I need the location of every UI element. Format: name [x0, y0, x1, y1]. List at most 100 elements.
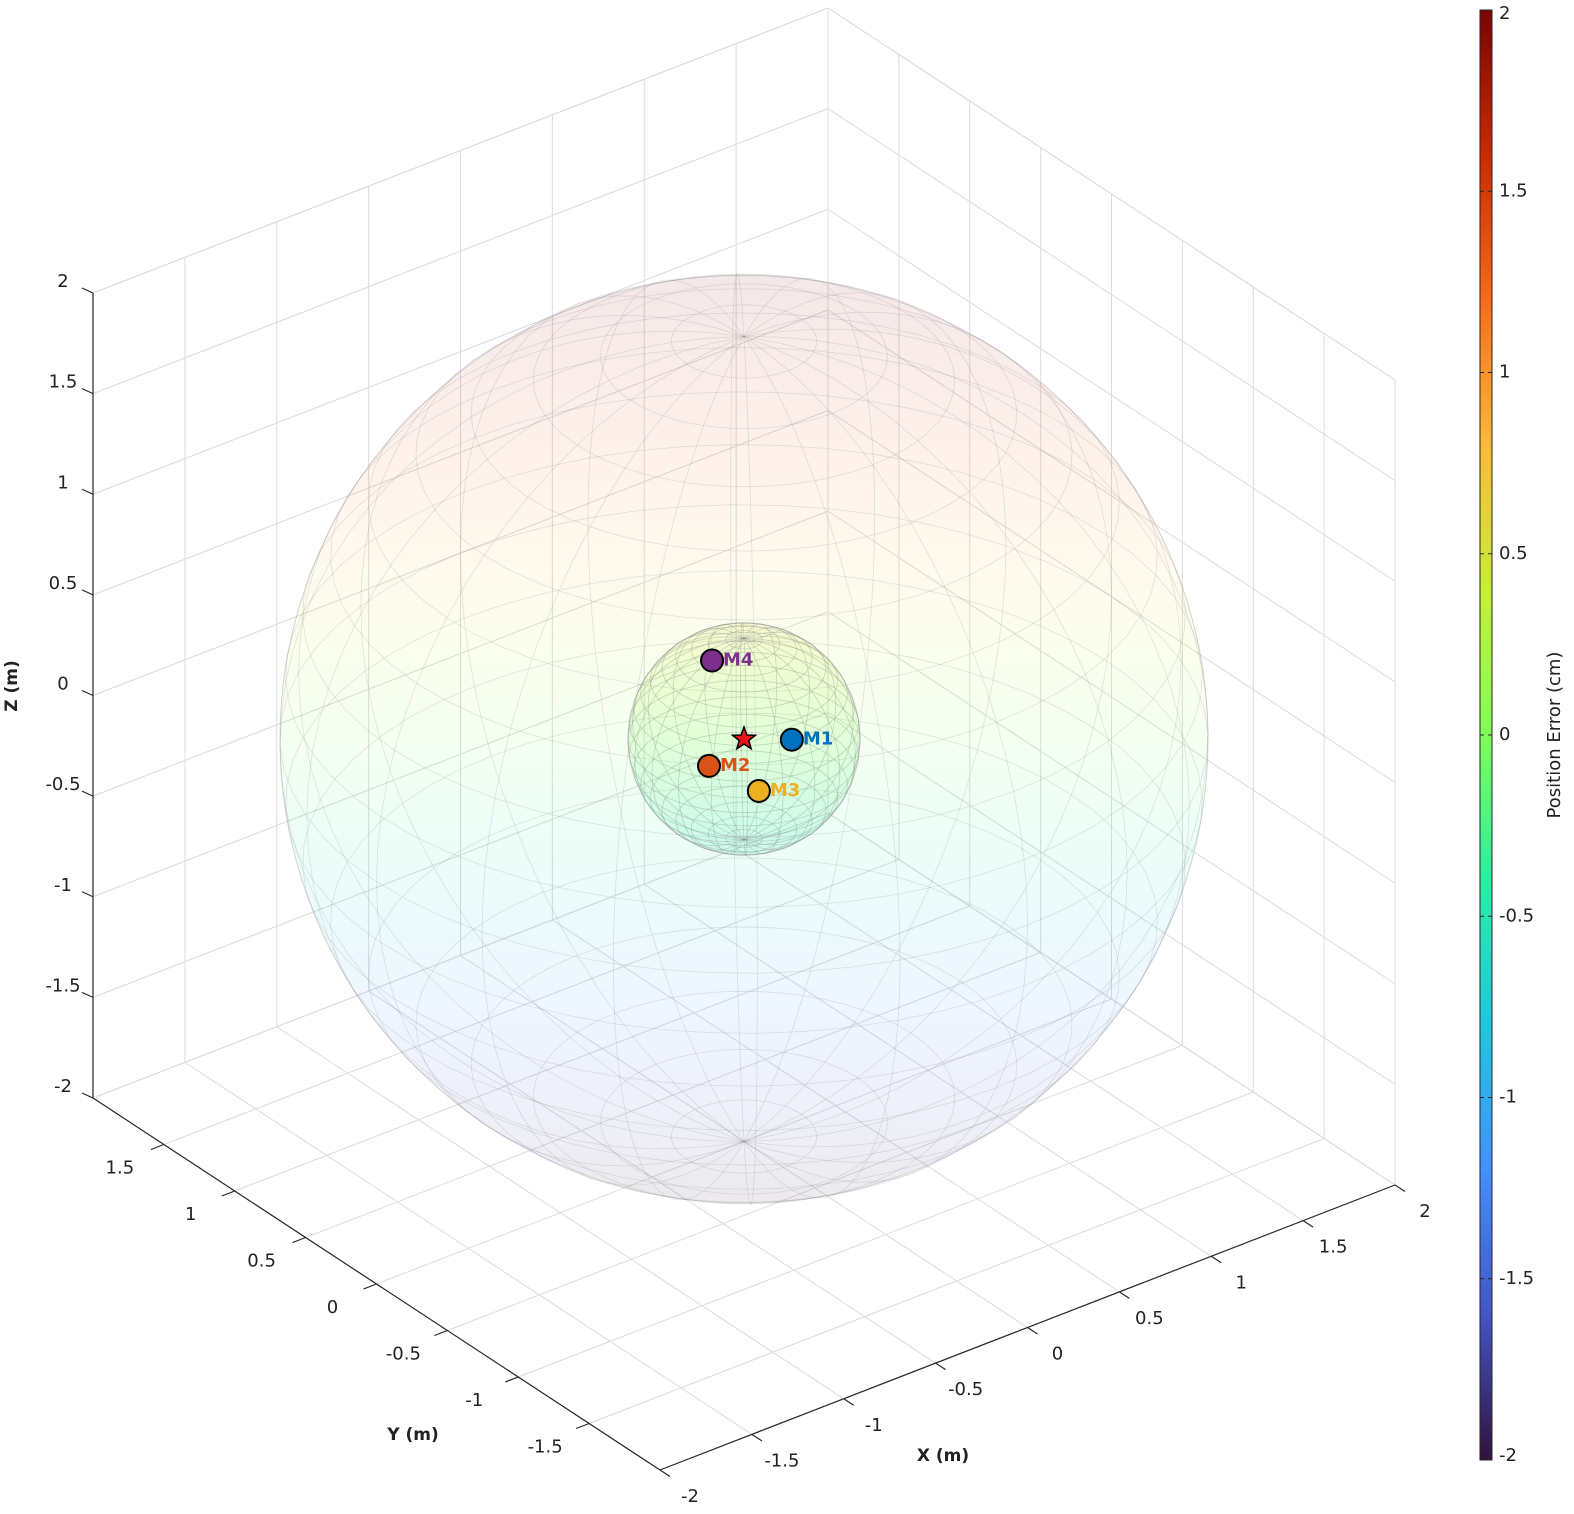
x-tick: [1394, 1184, 1406, 1193]
colorbar-tick-label: 1.5: [1499, 180, 1528, 201]
x-tick-label: -1: [865, 1415, 883, 1436]
grid-line: [92, 108, 829, 395]
sphere-wire: [743, 336, 1209, 1142]
sphere-wire: [649, 632, 839, 728]
sphere-wire: [629, 665, 859, 782]
colorbar-tick-label: 1: [1499, 362, 1510, 383]
grid-line: [827, 108, 1396, 482]
sphere-wire: [285, 444, 1203, 908]
sphere-wire: [415, 857, 1073, 1190]
z-tick-label: -2: [54, 1076, 72, 1097]
sphere-wire: [743, 277, 876, 1142]
sphere-wire: [743, 638, 841, 846]
x-tick-label: 1.5: [1319, 1237, 1348, 1258]
x-tick: [751, 1433, 763, 1442]
sphere-wire: [743, 311, 1112, 1142]
marks: M1 M2 M3 M4: [696, 648, 833, 803]
sphere-wire: [632, 636, 745, 841]
sphere-wire: [640, 732, 848, 838]
sphere-wire: [627, 637, 745, 841]
sphere-wire: [740, 621, 745, 840]
grid-line: [92, 208, 829, 495]
sphere-wire: [690, 801, 798, 856]
sphere-wire: [647, 632, 745, 840]
sphere-wire: [671, 1099, 817, 1174]
sphere-wire: [368, 312, 1120, 693]
x-tick-label: 2: [1419, 1201, 1430, 1222]
sphere-wire: [532, 990, 956, 1205]
colorbar-tick-label: 2: [1499, 3, 1510, 24]
sphere-wire: [460, 295, 745, 1142]
z-tick: [81, 991, 94, 998]
marker: [696, 753, 721, 778]
marker-label: M4: [723, 650, 753, 671]
grid-line: [827, 208, 1396, 582]
sphere-wire: [285, 570, 1203, 1034]
marker: [700, 648, 725, 673]
sphere-wire: [651, 638, 745, 847]
sphere-wire: [743, 638, 816, 851]
x-tick-label: 1: [1236, 1272, 1247, 1293]
y-tick: [221, 1190, 235, 1197]
sphere-wire: [612, 336, 745, 1201]
z-tick-label: 0: [57, 674, 68, 695]
sphere-wire: [743, 328, 1182, 1142]
marker: [746, 778, 771, 803]
sphere-wire: [743, 637, 856, 842]
x-tick: [1210, 1255, 1222, 1264]
sphere-wire: [725, 630, 763, 650]
z-tick-label: 1: [57, 472, 68, 493]
y-tick: [150, 1143, 165, 1151]
y-tick: [434, 1329, 448, 1337]
z-tick: [81, 488, 94, 495]
sphere-wire: [743, 292, 1007, 1142]
x-tick: [843, 1398, 855, 1406]
marker-label: M1: [803, 729, 833, 750]
x-tick-label: -1.5: [764, 1450, 799, 1471]
sphere-wire: [743, 336, 1190, 1148]
sphere-wire: [481, 336, 745, 1186]
z-tick-label: -0.5: [45, 774, 80, 795]
sphere-wire: [600, 1049, 888, 1195]
sphere-wire: [470, 275, 1018, 552]
y-tick-label: -0.5: [386, 1344, 421, 1365]
x-tick: [935, 1362, 946, 1371]
marker-label: M2: [720, 755, 750, 776]
sphere-wire: [600, 283, 888, 429]
sphere-wire: [743, 627, 810, 840]
sphere-wire: [661, 768, 827, 852]
x-tick: [1302, 1220, 1314, 1228]
y-tick-label: 1: [185, 1204, 196, 1225]
colorbar-tick-label: -1.5: [1499, 1268, 1534, 1289]
box-edge: [827, 7, 1396, 381]
sphere-wire: [629, 696, 859, 813]
x-tick: [1119, 1291, 1130, 1299]
sphere-wire: [532, 273, 956, 488]
sphere-wire: [710, 638, 745, 855]
marker-label: M3: [770, 780, 800, 801]
colorbar: -2 -1.5 -1 -0.5 0 0.5 1 1.5 2: [1479, 3, 1534, 1466]
x-tick-label: -2: [681, 1486, 699, 1507]
y-axis-title: Y (m): [386, 1425, 438, 1445]
colorbar-tick-label: 0.5: [1499, 543, 1528, 564]
y-tick-label: 0: [327, 1297, 338, 1318]
sphere-wire: [634, 637, 745, 842]
z-axis-title: Z (m): [2, 660, 22, 712]
sphere-wire: [279, 504, 1209, 974]
y-tick: [363, 1283, 377, 1290]
sphere-wire: [675, 622, 813, 693]
sphere-wire: [743, 638, 748, 857]
colorbar-tick-label: -0.5: [1499, 905, 1534, 926]
z-tick: [81, 891, 94, 898]
colorbar-tick-label: -1: [1499, 1087, 1517, 1108]
sphere-wire: [704, 623, 745, 840]
sphere-wire: [415, 288, 1073, 621]
sphere-wire: [743, 631, 837, 840]
sphere-wire: [376, 336, 745, 1167]
z-tick: [81, 287, 94, 294]
z-tick: [81, 388, 94, 395]
sphere-wire: [279, 336, 745, 1142]
z-tick-label: 0.5: [49, 573, 78, 594]
z-tick: [81, 689, 94, 697]
